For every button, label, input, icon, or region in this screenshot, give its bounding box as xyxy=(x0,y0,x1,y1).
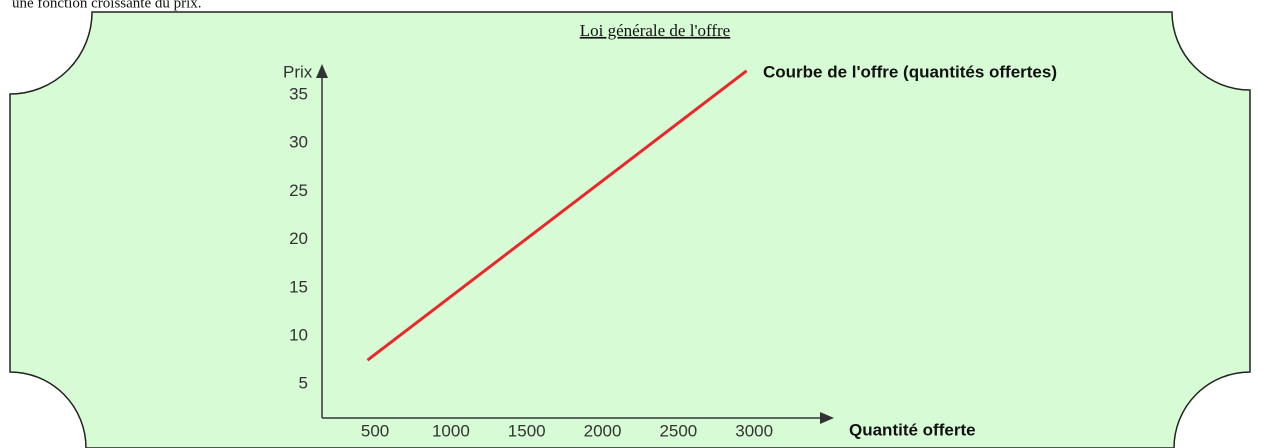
y-axis-label: Prix xyxy=(283,62,313,81)
x-tick-label: 500 xyxy=(361,421,389,440)
x-tick-label: 2000 xyxy=(584,421,622,440)
x-axis-label: Quantité offerte xyxy=(849,420,976,439)
intro-text: une fonction croissante du prix. xyxy=(12,0,202,11)
chart-title: Loi générale de l'offre xyxy=(580,21,730,40)
page: une fonction croissante du prix. Loi gén… xyxy=(0,0,1261,448)
x-tick-label: 2500 xyxy=(659,421,697,440)
y-tick-label: 30 xyxy=(289,133,308,152)
y-tick-label: 5 xyxy=(299,374,308,393)
y-tick-label: 25 xyxy=(289,181,308,200)
x-tick-label: 3000 xyxy=(735,421,773,440)
panel xyxy=(10,12,1250,448)
y-tick-label: 20 xyxy=(289,229,308,248)
y-tick-label: 10 xyxy=(289,326,308,345)
y-tick-label: 15 xyxy=(289,277,308,296)
x-tick-label: 1000 xyxy=(432,421,470,440)
annotation: Courbe de l'offre (quantités offertes) xyxy=(763,62,1057,81)
x-tick-label: 1500 xyxy=(508,421,546,440)
y-tick-label: 35 xyxy=(289,84,308,103)
